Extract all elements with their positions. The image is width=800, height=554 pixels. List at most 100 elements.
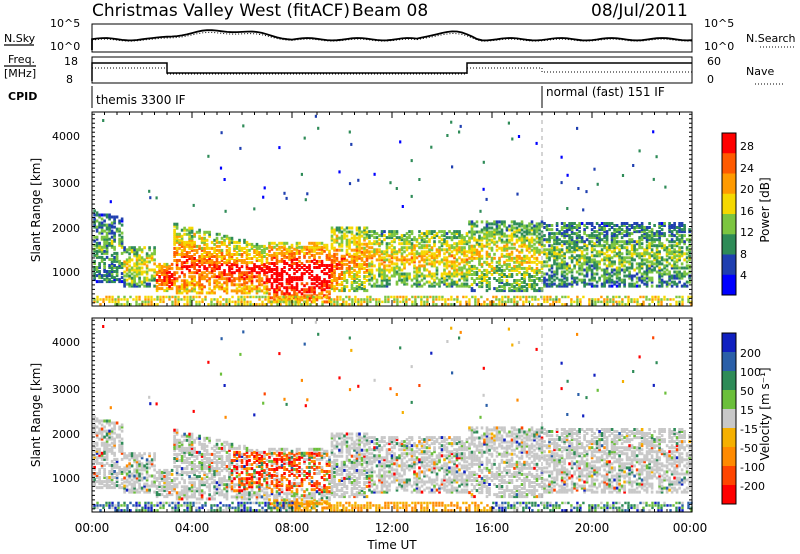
power-cell-4292 (252, 295, 255, 299)
power-cell-3485 (600, 252, 604, 256)
power-cell-3291 (573, 250, 576, 254)
power-cell-524 (180, 261, 184, 265)
power-cell-4628 (639, 303, 642, 306)
power-cell-1472 (320, 270, 324, 273)
power-cell-3569 (610, 246, 614, 250)
power-cell-3090 (548, 268, 551, 272)
power-cell-3081 (545, 238, 549, 242)
power-cell-3927 (658, 244, 661, 248)
power-cell-1286 (290, 245, 294, 249)
power-cell-273 (130, 278, 134, 282)
power-cell-457 (173, 281, 176, 285)
power-cell-3208 (563, 266, 566, 270)
power-cell-4135 (688, 254, 691, 258)
power-cell-4212 (168, 298, 171, 301)
power-cell-1190 (278, 282, 281, 286)
power-cell-4535 (525, 295, 528, 299)
power-cell-4003 (670, 280, 674, 284)
power-cell-884 (230, 281, 234, 285)
power-cell-1229 (283, 251, 286, 255)
power-cell-408 (160, 281, 164, 284)
power-cell-513 (178, 234, 181, 238)
power-cell-1630 (340, 226, 344, 230)
power-cbar-swatch (722, 254, 736, 276)
power-cell-3936 (658, 224, 661, 227)
power-cell-4433 (414, 303, 417, 306)
power-cell-713 (205, 291, 209, 295)
power-cell-4153 (105, 298, 108, 301)
power-cell-3433 (593, 262, 596, 266)
power-cell-733 (208, 279, 211, 283)
power-cell-4262 (222, 298, 225, 301)
power-cell-3414 (590, 258, 594, 262)
power-cell-3841 (645, 228, 649, 232)
power-cell-3666 (623, 256, 626, 260)
power-cell-4281 (243, 303, 246, 306)
power-cell-1700 (353, 289, 356, 293)
power-cell-1973 (390, 260, 394, 264)
power-cell-89 (103, 251, 106, 255)
power-cell-957 (240, 248, 244, 252)
power-cell-726 (205, 242, 209, 246)
power-cell-3488 (600, 244, 604, 248)
power-cell-2276 (440, 274, 444, 278)
power-cell-1290 (293, 292, 296, 296)
power-cell-3845 (648, 270, 651, 274)
power-cell-1079 (260, 255, 264, 258)
power-cell-1984 (390, 230, 394, 234)
power-cell-3632 (618, 248, 621, 252)
power-cell-4092 (680, 246, 684, 250)
power-cell-201 (115, 215, 119, 219)
power-cell-1261 (288, 257, 291, 261)
power-cell-848 (225, 285, 229, 289)
power-cell-2649 (490, 234, 494, 238)
power-cell-4325 (288, 300, 291, 304)
power-cell-3728 (630, 226, 634, 229)
power-cell-954 (240, 259, 244, 262)
power-cell-3966 (663, 232, 666, 236)
power-cell-2082 (408, 246, 411, 250)
power-cell-4033 (673, 250, 676, 254)
power-cell-2541 (478, 285, 481, 289)
power-cell-3449 (595, 264, 599, 268)
power-cell-2933 (528, 279, 531, 282)
power-cell-4217 (174, 303, 177, 306)
power-cell-3702 (628, 250, 631, 254)
power-cell-2624 (488, 277, 491, 280)
power-cell-1214 (280, 249, 284, 253)
power-cell-3420 (590, 240, 594, 244)
power-cell-2124 (415, 272, 419, 276)
power-cell-354 (145, 264, 149, 268)
power-cell-4609 (618, 303, 621, 306)
power-cell-2726 (500, 228, 504, 232)
power-cell-1193 (278, 272, 281, 276)
power-cell-4170 (123, 303, 126, 306)
power-cell-795 (215, 238, 219, 242)
power-cell-4272 (234, 300, 237, 304)
power-cell-876 (228, 248, 231, 252)
power-cell-2851 (518, 266, 521, 270)
power-cell-3013 (535, 224, 539, 228)
power-cell-144 (110, 276, 114, 280)
power-cell-4611 (618, 295, 621, 299)
power-cell-2588 (483, 234, 486, 238)
power-cell-3992 (668, 250, 671, 254)
power-cell-4555 (549, 295, 552, 299)
power-cell-2926 (525, 232, 529, 236)
power-cell-31 (95, 243, 99, 247)
power-cell-4102 (683, 282, 686, 286)
power-cell-3946 (660, 258, 664, 262)
power-cell-1390 (308, 264, 311, 267)
power-cell-36 (95, 227, 99, 231)
power-cell-2303 (443, 232, 446, 236)
power-cell-1405 (310, 278, 314, 282)
power-cell-3810 (643, 252, 646, 256)
power-cell-1271 (290, 288, 294, 292)
power-cell-2875 (520, 256, 524, 260)
power-cell-1933 (383, 252, 386, 256)
power-cell-2382 (455, 260, 459, 264)
power-cell-761 (213, 291, 216, 295)
power-cell-1860 (373, 282, 376, 286)
power-cell-2908 (523, 230, 526, 234)
power-cell-4071 (678, 250, 681, 254)
